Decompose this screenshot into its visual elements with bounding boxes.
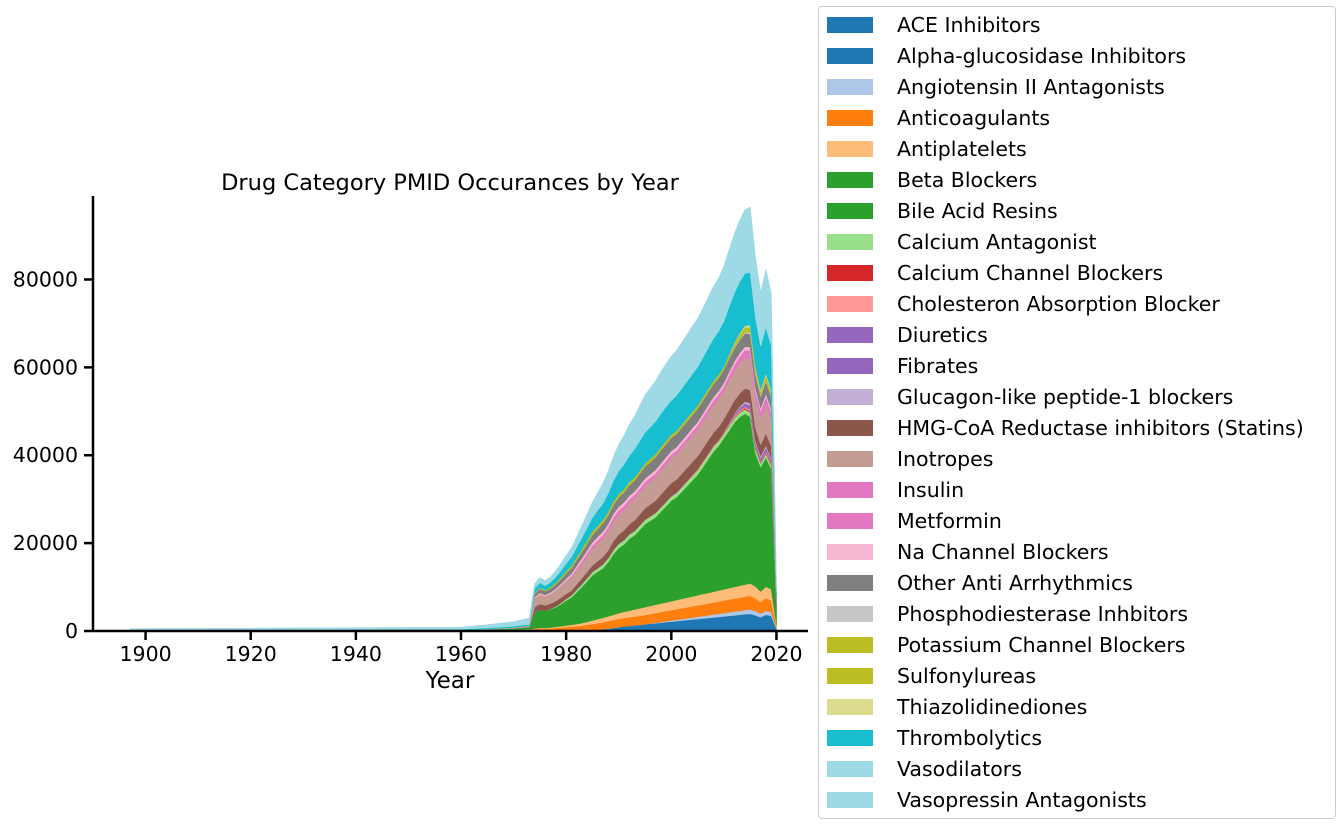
legend-label: Phosphodiesterase Inhbitors bbox=[897, 602, 1189, 626]
legend-swatch bbox=[827, 575, 873, 591]
legend-swatch bbox=[827, 265, 873, 281]
legend-item: Metformin bbox=[827, 508, 1002, 534]
legend-label: Vasopressin Antagonists bbox=[897, 788, 1147, 812]
legend-label: Anticoagulants bbox=[897, 106, 1051, 130]
chart-title: Drug Category PMID Occurances by Year bbox=[221, 170, 680, 196]
legend-item: Thiazolidinediones bbox=[827, 694, 1087, 720]
legend-swatch bbox=[827, 761, 873, 777]
legend-label: Calcium Channel Blockers bbox=[897, 261, 1164, 285]
legend-label: Calcium Antagonist bbox=[897, 230, 1097, 254]
x-axis-label: Year bbox=[425, 668, 475, 694]
legend-swatch bbox=[827, 637, 873, 653]
area-series-25 bbox=[129, 206, 777, 630]
y-tick-label: 60000 bbox=[13, 355, 78, 379]
legend-swatch bbox=[827, 79, 873, 95]
legend-label: Fibrates bbox=[897, 354, 979, 378]
legend: ACE Inhibitors Alpha-glucosidase Inhibito… bbox=[818, 6, 1336, 819]
legend-label: Angiotensin II Antagonists bbox=[897, 75, 1165, 99]
legend-swatch bbox=[827, 358, 873, 374]
legend-item: Diuretics bbox=[827, 322, 988, 348]
legend-item: Inotropes bbox=[827, 446, 993, 472]
legend-swatch bbox=[827, 172, 873, 188]
legend-swatch bbox=[827, 420, 873, 436]
legend-swatch bbox=[827, 792, 873, 808]
legend-item: Calcium Channel Blockers bbox=[827, 260, 1163, 286]
legend-item: Beta Blockers bbox=[827, 167, 1037, 193]
legend-label: Bile Acid Resins bbox=[897, 199, 1058, 223]
y-tick-label: 80000 bbox=[13, 267, 78, 291]
legend-label: Potassium Channel Blockers bbox=[897, 633, 1186, 657]
legend-item: Vasodilators bbox=[827, 756, 1022, 782]
x-tick-label: 2000 bbox=[645, 642, 697, 666]
area-layers bbox=[129, 206, 777, 632]
legend-label: Glucagon-like peptide-1 blockers bbox=[897, 385, 1234, 409]
legend-item: Bile Acid Resins bbox=[827, 198, 1058, 224]
x-tick-label: 1980 bbox=[540, 642, 592, 666]
legend-swatch bbox=[827, 48, 873, 64]
legend-item: Glucagon-like peptide-1 blockers bbox=[827, 384, 1233, 410]
legend-swatch bbox=[827, 17, 873, 33]
legend-swatch bbox=[827, 730, 873, 746]
legend-label: Diuretics bbox=[897, 323, 988, 347]
legend-label: Sulfonylureas bbox=[897, 664, 1037, 688]
legend-swatch bbox=[827, 296, 873, 312]
legend-item: Calcium Antagonist bbox=[827, 229, 1097, 255]
legend-item: Antiplatelets bbox=[827, 136, 1027, 162]
legend-item: Phosphodiesterase Inhbitors bbox=[827, 601, 1188, 627]
legend-item: Cholesteron Absorption Blocker bbox=[827, 291, 1220, 317]
x-tick-label: 1960 bbox=[435, 642, 487, 666]
legend-label: Metformin bbox=[897, 509, 1002, 533]
legend-swatch bbox=[827, 203, 873, 219]
legend-swatch bbox=[827, 606, 873, 622]
legend-label: Cholesteron Absorption Blocker bbox=[897, 292, 1220, 316]
legend-label: Inotropes bbox=[897, 447, 994, 471]
y-tick-label: 40000 bbox=[13, 443, 78, 467]
legend-item: Vasopressin Antagonists bbox=[827, 787, 1147, 813]
legend-label: Thiazolidinediones bbox=[897, 695, 1088, 719]
legend-item: Thrombolytics bbox=[827, 725, 1042, 751]
legend-item: ACE Inhibitors bbox=[827, 12, 1041, 38]
legend-item: Angiotensin II Antagonists bbox=[827, 74, 1165, 100]
legend-label: Antiplatelets bbox=[897, 137, 1027, 161]
legend-item: Anticoagulants bbox=[827, 105, 1050, 131]
legend-item: Insulin bbox=[827, 477, 964, 503]
legend-label: Na Channel Blockers bbox=[897, 540, 1109, 564]
legend-label: Beta Blockers bbox=[897, 168, 1038, 192]
legend-swatch bbox=[827, 389, 873, 405]
legend-label: ACE Inhibitors bbox=[897, 13, 1041, 37]
legend-label: Insulin bbox=[897, 478, 965, 502]
legend-swatch bbox=[827, 544, 873, 560]
legend-item: Potassium Channel Blockers bbox=[827, 632, 1185, 658]
legend-swatch bbox=[827, 482, 873, 498]
y-tick-label: 20000 bbox=[13, 531, 78, 555]
legend-swatch bbox=[827, 699, 873, 715]
legend-swatch bbox=[827, 451, 873, 467]
legend-label: Alpha-glucosidase Inhibitors bbox=[897, 44, 1187, 68]
y-tick-label: 0 bbox=[65, 619, 78, 643]
legend-label: Vasodilators bbox=[897, 757, 1022, 781]
legend-swatch bbox=[827, 141, 873, 157]
legend-item: Alpha-glucosidase Inhibitors bbox=[827, 43, 1186, 69]
x-tick-label: 1940 bbox=[330, 642, 382, 666]
x-axis-ticks: 1900 1920 1940 1960 1980 2000 2020 bbox=[119, 631, 803, 666]
legend-item: Other Anti Arrhythmics bbox=[827, 570, 1133, 596]
x-tick-label: 1920 bbox=[225, 642, 277, 666]
legend-label: Other Anti Arrhythmics bbox=[897, 571, 1133, 595]
legend-item: HMG-CoA Reductase inhibitors (Statins) bbox=[827, 415, 1304, 441]
legend-swatch bbox=[827, 234, 873, 250]
x-tick-label: 2020 bbox=[750, 642, 802, 666]
x-tick-label: 1900 bbox=[119, 642, 171, 666]
legend-item: Fibrates bbox=[827, 353, 978, 379]
legend-label: HMG-CoA Reductase inhibitors (Statins) bbox=[897, 416, 1304, 440]
y-axis-ticks: 0 20000 40000 60000 80000 bbox=[13, 267, 93, 643]
legend-label: Thrombolytics bbox=[897, 726, 1043, 750]
legend-item: Sulfonylureas bbox=[827, 663, 1036, 689]
legend-swatch bbox=[827, 668, 873, 684]
legend-swatch bbox=[827, 110, 873, 126]
legend-swatch bbox=[827, 327, 873, 343]
legend-item: Na Channel Blockers bbox=[827, 539, 1109, 565]
legend-swatch bbox=[827, 513, 873, 529]
